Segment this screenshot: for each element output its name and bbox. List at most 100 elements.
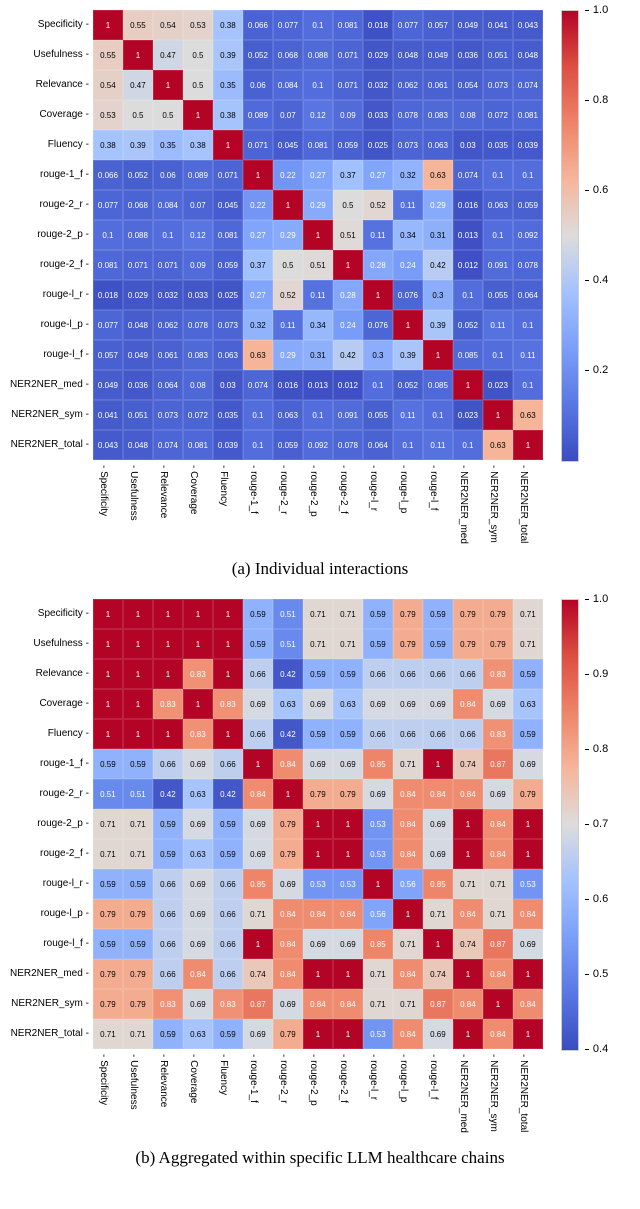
heatmap-cell: 0.84 — [393, 809, 423, 839]
heatmap-cell: 0.84 — [453, 989, 483, 1019]
heatmap-cell: 1 — [213, 719, 243, 749]
heatmap-cell: 0.59 — [303, 659, 333, 689]
heatmap-cell: 0.55 — [93, 40, 123, 70]
heatmap-cell: 1 — [453, 839, 483, 869]
heatmap-cell: 0.85 — [363, 749, 393, 779]
heatmap-cell: 0.69 — [183, 749, 213, 779]
caption-b: (b) Aggregated within specific LLM healt… — [10, 1148, 630, 1168]
heatmap-cell: 0.69 — [183, 929, 213, 959]
heatmap-cell: 0.38 — [183, 130, 213, 160]
heatmap-cell: 1 — [243, 160, 273, 190]
heatmap-cell: 0.081 — [303, 130, 333, 160]
heatmap-cell: 0.074 — [513, 70, 543, 100]
heatmap-cell: 0.059 — [273, 430, 303, 460]
heatmap-cell: 0.38 — [93, 130, 123, 160]
heatmap-cell: 0.71 — [93, 809, 123, 839]
y-label: NER2NER_total - — [10, 1019, 89, 1049]
heatmap-cell: 0.016 — [273, 370, 303, 400]
heatmap-cell: 0.83 — [213, 989, 243, 1019]
heatmap-cell: 0.29 — [273, 220, 303, 250]
plot-area-a: Specificity -Usefulness -Relevance -Cove… — [10, 10, 630, 555]
heatmap-cell: 0.043 — [93, 430, 123, 460]
heatmap-a: 10.550.540.530.380.0660.0770.10.0810.018… — [93, 10, 543, 460]
heatmap-cell: 0.84 — [393, 779, 423, 809]
heatmap-cell: 0.83 — [183, 719, 213, 749]
heatmap-cell: 1 — [303, 220, 333, 250]
heatmap-cell: 0.27 — [243, 220, 273, 250]
heatmap-cell: 0.11 — [303, 280, 333, 310]
heatmap-cell: 1 — [123, 629, 153, 659]
heatmap-cell: 1 — [513, 839, 543, 869]
heatmap-cell: 0.63 — [243, 340, 273, 370]
heatmap-cell: 0.077 — [93, 310, 123, 340]
heatmap-cell: 0.69 — [243, 809, 273, 839]
heatmap-cell: 0.092 — [303, 430, 333, 460]
heatmap-cell: 0.71 — [333, 629, 363, 659]
heatmap-cell: 1 — [213, 629, 243, 659]
y-label: NER2NER_med - — [10, 370, 89, 400]
heatmap-cell: 0.084 — [273, 70, 303, 100]
heatmap-cell: 0.27 — [303, 160, 333, 190]
heatmap-cell: 0.08 — [183, 370, 213, 400]
heatmap-cell: 0.032 — [363, 70, 393, 100]
heatmap-cell: 0.023 — [453, 400, 483, 430]
heatmap-cell: 0.79 — [123, 959, 153, 989]
heatmap-cell: 1 — [213, 130, 243, 160]
y-label: rouge-l_f - — [10, 340, 89, 370]
heatmap-cell: 0.051 — [483, 40, 513, 70]
heatmap-cell: 0.69 — [513, 929, 543, 959]
heatmap-cell: 0.061 — [153, 340, 183, 370]
heatmap-cell: 0.041 — [483, 10, 513, 40]
heatmap-cell: 0.091 — [333, 400, 363, 430]
heatmap-cell: 0.53 — [363, 809, 393, 839]
heatmap-cell: 1 — [393, 899, 423, 929]
heatmap-cell: 0.69 — [423, 1019, 453, 1049]
heatmap-cell: 0.08 — [453, 100, 483, 130]
heatmap-cell: 1 — [243, 749, 273, 779]
heatmap-cell: 0.054 — [453, 70, 483, 100]
heatmap-cell: 0.37 — [243, 250, 273, 280]
heatmap-cell: 1 — [183, 629, 213, 659]
heatmap-cell: 0.1 — [513, 370, 543, 400]
heatmap-cell: 0.74 — [243, 959, 273, 989]
heatmap-cell: 0.63 — [183, 839, 213, 869]
heatmap-cell: 0.035 — [213, 400, 243, 430]
heatmap-cell: 0.063 — [483, 190, 513, 220]
heatmap-cell: 0.025 — [363, 130, 393, 160]
heatmap-cell: 0.035 — [483, 130, 513, 160]
heatmap-cell: 0.27 — [363, 160, 393, 190]
y-axis-labels-b: Specificity -Usefulness -Relevance -Cove… — [10, 599, 93, 1049]
heatmap-cell: 0.5 — [123, 100, 153, 130]
heatmap-cell: 0.69 — [303, 929, 333, 959]
heatmap-cell: 0.84 — [273, 899, 303, 929]
heatmap-cell: 0.71 — [93, 1019, 123, 1049]
heatmap-cell: 0.081 — [183, 430, 213, 460]
heatmap-cell: 0.048 — [123, 430, 153, 460]
heatmap-cell: 0.016 — [453, 190, 483, 220]
colorbar-tick: 0.8 — [585, 743, 608, 755]
heatmap-cell: 0.062 — [153, 310, 183, 340]
heatmap-cell: 0.69 — [513, 749, 543, 779]
heatmap-cell: 0.39 — [393, 340, 423, 370]
heatmap-cell: 0.071 — [213, 160, 243, 190]
colorbar-tick: 0.6 — [585, 184, 608, 196]
heatmap-cell: 0.063 — [273, 400, 303, 430]
heatmap-cell: 0.71 — [303, 599, 333, 629]
heatmap-cell: 0.84 — [333, 899, 363, 929]
heatmap-cell: 0.55 — [123, 10, 153, 40]
heatmap-cell: 0.63 — [273, 689, 303, 719]
heatmap-cell: 0.1 — [483, 340, 513, 370]
colorbar-tick: 1.0 — [585, 4, 608, 16]
heatmap-cell: 1 — [393, 310, 423, 340]
heatmap-cell: 0.1 — [453, 430, 483, 460]
heatmap-cell: 0.85 — [243, 869, 273, 899]
heatmap-cell: 0.039 — [513, 130, 543, 160]
heatmap-cell: 1 — [483, 400, 513, 430]
heatmap-cell: 0.078 — [513, 250, 543, 280]
heatmap-cell: 0.084 — [153, 190, 183, 220]
heatmap-cell: 0.79 — [393, 599, 423, 629]
heatmap-cell: 0.84 — [273, 959, 303, 989]
heatmap-cell: 0.83 — [483, 659, 513, 689]
heatmap-cell: 0.59 — [333, 659, 363, 689]
x-axis-labels-a: - Specificity- Usefulness- Relevance- Co… — [93, 460, 543, 555]
